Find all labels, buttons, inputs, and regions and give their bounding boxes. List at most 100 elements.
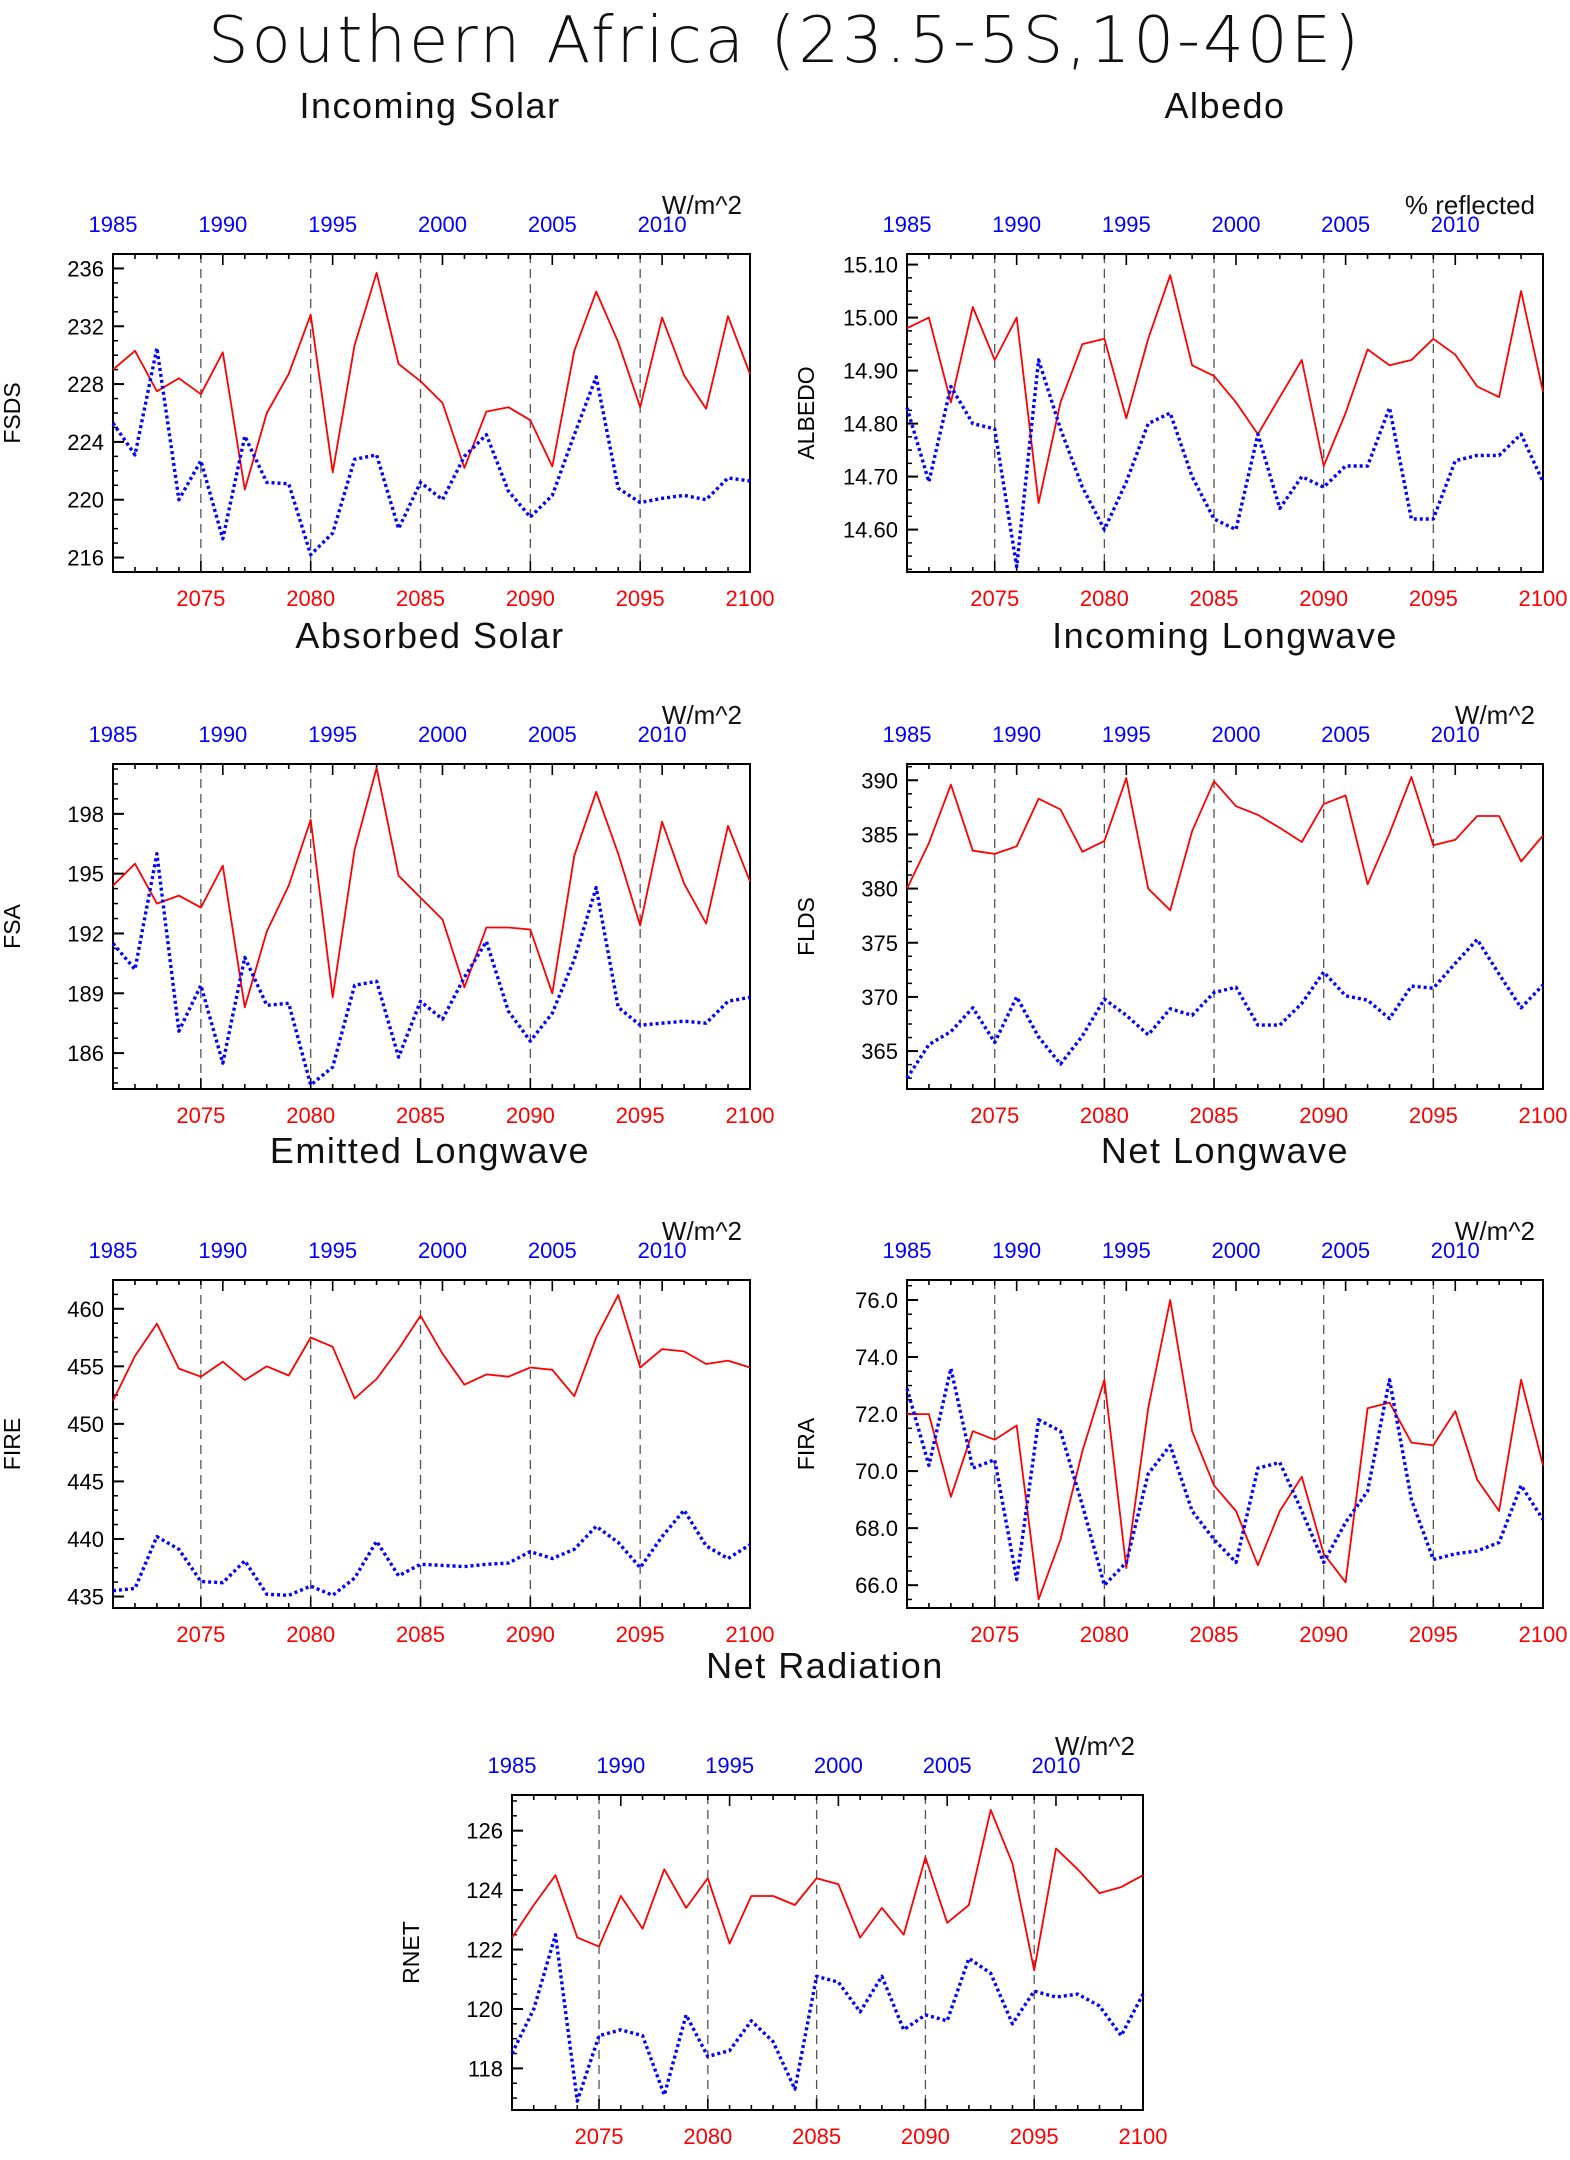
- chart-absorbed-solar: Absorbed Solar W/m^2 186 189 192 195 198 FSA 207…: [0, 615, 774, 1128]
- x-tick-label-historical: 2010: [1431, 722, 1480, 747]
- units-label: % reflected: [1405, 190, 1535, 220]
- x-tick-label-historical: 2010: [1431, 212, 1480, 237]
- x-tick-label-historical: 2000: [1211, 1238, 1260, 1263]
- x-tick-label-future: 2090: [901, 2124, 950, 2149]
- y-tick-label: 198: [67, 802, 104, 827]
- y-tick-label: 14.90: [843, 359, 898, 384]
- x-tick-label-future: 2100: [1519, 586, 1568, 611]
- x-tick-label-historical: 1990: [198, 722, 247, 747]
- x-tick-label-future: 2080: [1080, 1622, 1129, 1647]
- x-tick-label-future: 2080: [286, 1622, 335, 1647]
- x-tick-label-future: 2100: [1519, 1622, 1568, 1647]
- plot-frame: [112, 763, 751, 1090]
- x-tick-label-historical: 2010: [638, 212, 687, 237]
- x-tick-label-future: 2090: [506, 586, 555, 611]
- x-tick-label-future: 2085: [1190, 1103, 1239, 1128]
- y-tick-label: 224: [67, 430, 104, 455]
- x-tick-label-historical: 2005: [528, 212, 577, 237]
- x-tick-label-future: 2095: [1409, 1622, 1458, 1647]
- plot-frame: [906, 1279, 1544, 1609]
- x-tick-label-historical: 1990: [198, 212, 247, 237]
- chart-net-longwave: Net Longwave W/m^2 66.0 68.0 70.0 72.0 74.0 76.…: [793, 1130, 1568, 1647]
- x-tick-label-historical: 1995: [308, 212, 357, 237]
- x-tick-label-historical: 2000: [418, 722, 467, 747]
- x-tick-label-historical: 2000: [418, 212, 467, 237]
- series-line-historical: [905, 358, 1545, 569]
- x-tick-label-future: 2095: [616, 1103, 665, 1128]
- x-tick-label-historical: 1990: [596, 1753, 645, 1778]
- series-line-historical: [905, 937, 1545, 1080]
- x-tick-label-historical: 2005: [923, 1753, 972, 1778]
- x-tick-label-future: 2090: [1299, 1103, 1348, 1128]
- chart-title: Net Radiation: [706, 1645, 944, 1686]
- units-label: W/m^2: [1455, 700, 1535, 730]
- y-tick-label: 68.0: [855, 1516, 898, 1541]
- x-tick-label-historical: 1995: [308, 722, 357, 747]
- series-line-future: [907, 1299, 1544, 1601]
- x-tick-label-historical: 1985: [883, 722, 932, 747]
- x-tick-label-future: 2100: [1119, 2124, 1168, 2149]
- x-tick-label-historical: 2010: [1031, 1753, 1080, 1778]
- x-tick-label-future: 2080: [286, 1103, 335, 1128]
- chart-title: Absorbed Solar: [295, 615, 564, 656]
- y-tick-label: 76.0: [855, 1288, 898, 1313]
- x-tick-label-future: 2075: [970, 1103, 1019, 1128]
- x-tick-label-future: 2085: [1190, 1622, 1239, 1647]
- chart-emitted-longwave: Emitted Longwave W/m^2 435 440 445 450 455 460 F…: [0, 1130, 774, 1647]
- plot-frame: [906, 253, 1544, 573]
- x-tick-label-historical: 1990: [992, 212, 1041, 237]
- y-tick-label: 15.00: [843, 306, 898, 331]
- y-tick-label: 450: [67, 1412, 104, 1437]
- x-tick-label-future: 2085: [396, 586, 445, 611]
- y-tick-label: 66.0: [855, 1573, 898, 1598]
- y-tick-label: 74.0: [855, 1345, 898, 1370]
- series-line-historical: [111, 346, 751, 557]
- y-tick-label: 118: [468, 2056, 503, 2081]
- x-tick-label-historical: 1990: [198, 1238, 247, 1263]
- y-tick-label: 365: [861, 1039, 898, 1064]
- chart-albedo: Albedo % reflected 14.60 14.70 14.80 14.90 15.…: [793, 85, 1568, 611]
- y-tick-label: 72.0: [855, 1402, 898, 1427]
- y-axis-label: FIRE: [0, 1418, 25, 1470]
- y-tick-label: 120: [466, 1997, 503, 2022]
- x-tick-label-future: 2080: [286, 586, 335, 611]
- page-title: Southern Africa (23.5-5S,10-40E): [208, 4, 1362, 78]
- y-tick-label: 232: [67, 314, 104, 339]
- chart-title: Incoming Solar: [299, 85, 560, 126]
- y-tick-label: 236: [67, 256, 104, 281]
- y-axis-label: FLDS: [793, 897, 819, 956]
- series-line-historical: [905, 1366, 1545, 1587]
- plot-frame: [112, 253, 751, 573]
- series-line-future: [906, 274, 1544, 505]
- y-tick-label: 14.80: [843, 412, 898, 437]
- units-label: W/m^2: [662, 700, 742, 730]
- series-line-future: [112, 767, 751, 1009]
- x-tick-label-future: 2075: [176, 1622, 225, 1647]
- y-tick-label: 370: [861, 985, 898, 1010]
- y-axis-label: FSDS: [0, 382, 25, 443]
- y-tick-label: 192: [67, 921, 104, 946]
- x-tick-label-historical: 2010: [638, 722, 687, 747]
- x-tick-label-historical: 1985: [488, 1753, 537, 1778]
- series-line-future: [511, 1808, 1144, 1972]
- x-tick-label-future: 2095: [1409, 586, 1458, 611]
- plot-frame: [511, 1794, 1144, 2111]
- x-tick-label-future: 2090: [506, 1103, 555, 1128]
- y-axis-label: RNET: [398, 1921, 424, 1984]
- x-tick-label-historical: 2000: [418, 1238, 467, 1263]
- y-tick-label: 380: [861, 877, 898, 902]
- x-tick-label-historical: 1995: [1102, 1238, 1151, 1263]
- x-tick-label-historical: 2000: [1211, 722, 1260, 747]
- y-tick-label: 440: [67, 1527, 104, 1552]
- x-tick-label-future: 2095: [616, 1622, 665, 1647]
- x-tick-label-historical: 2005: [1321, 1238, 1370, 1263]
- y-tick-label: 122: [466, 1938, 503, 1963]
- x-tick-label-historical: 1985: [89, 212, 138, 237]
- y-tick-label: 216: [67, 546, 104, 571]
- x-tick-label-future: 2085: [1190, 586, 1239, 611]
- x-tick-label-future: 2075: [176, 1103, 225, 1128]
- y-tick-label: 14.70: [843, 465, 898, 490]
- chart-title: Albedo: [1164, 85, 1285, 126]
- y-tick-label: 189: [67, 981, 104, 1006]
- x-tick-label-future: 2100: [726, 586, 775, 611]
